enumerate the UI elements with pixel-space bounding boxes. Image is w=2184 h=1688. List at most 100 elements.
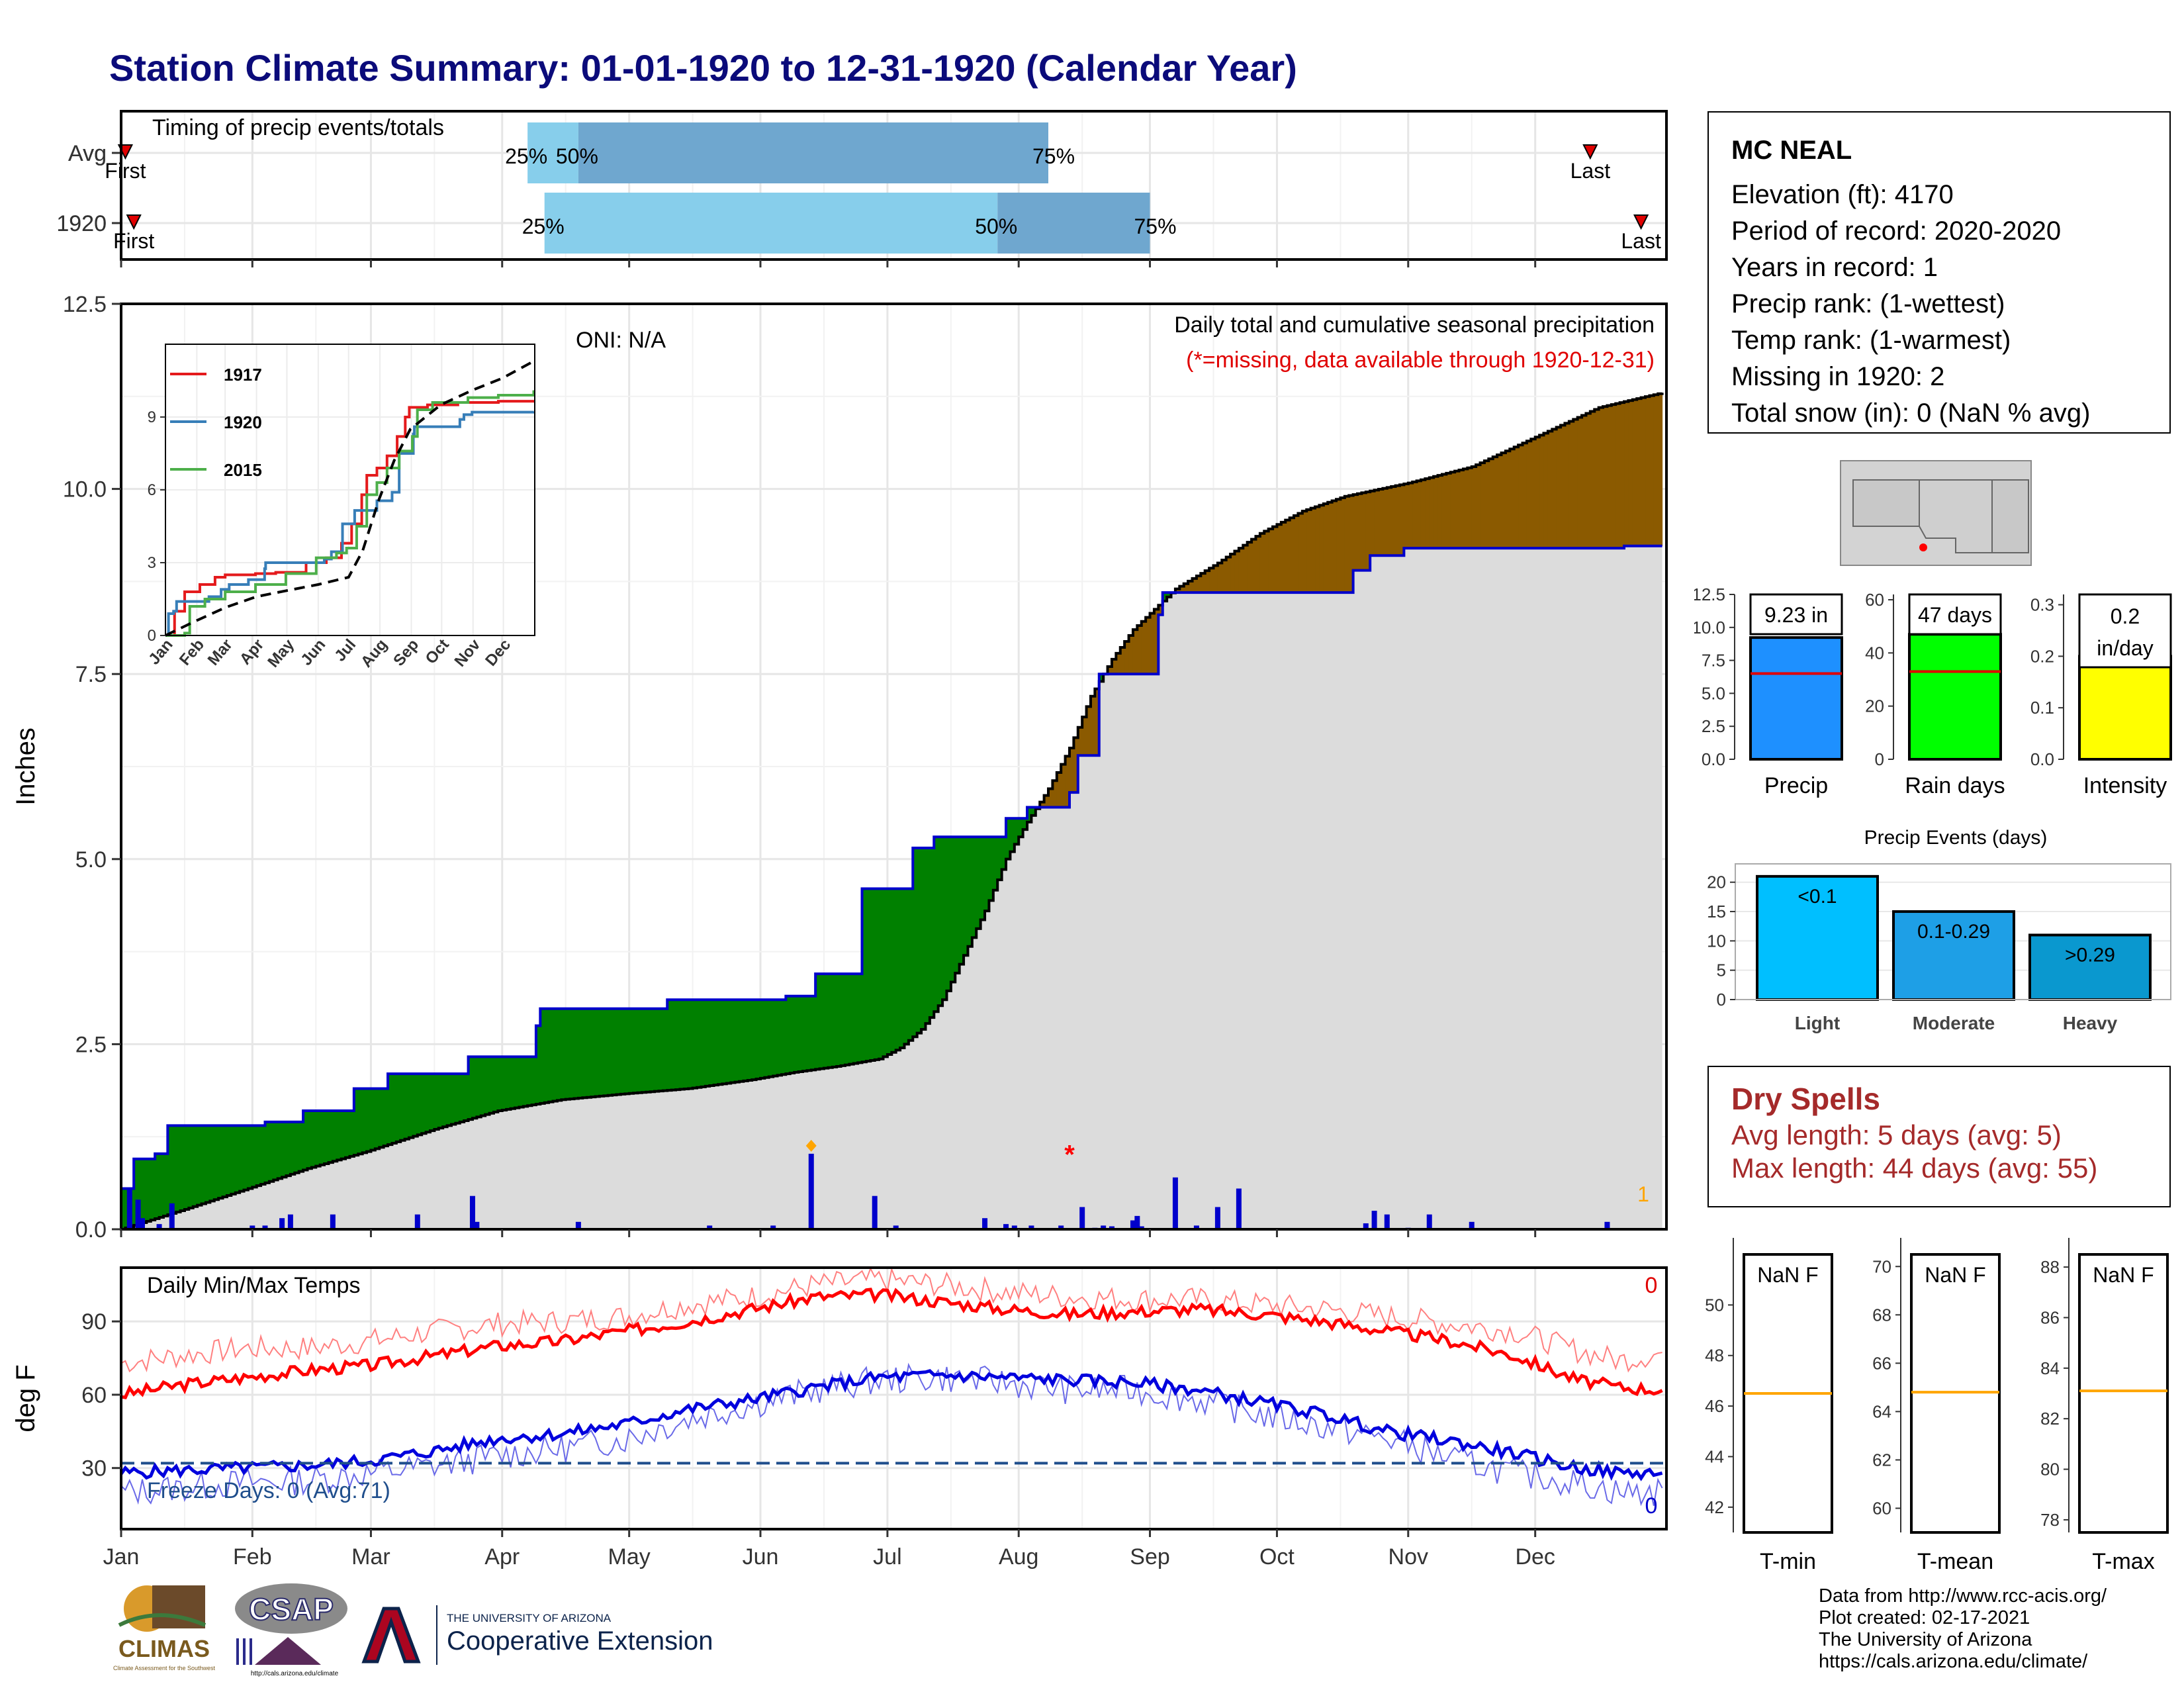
above-normal-fill xyxy=(655,1008,659,1092)
above-normal-fill xyxy=(739,1000,744,1082)
y-tick-label: 0.0 xyxy=(75,1217,107,1243)
below-normal-fill xyxy=(1446,473,1451,549)
below-normal-fill xyxy=(1404,483,1409,549)
below-normal-fill xyxy=(1357,493,1362,571)
above-normal-fill xyxy=(485,1056,490,1115)
above-normal-fill xyxy=(659,1008,664,1092)
timing-pct-label: 50% xyxy=(975,214,1017,238)
daily-precip-bar xyxy=(575,1221,581,1229)
above-normal-fill xyxy=(388,1074,392,1145)
station-years: Years in record: 1 xyxy=(1731,253,1938,282)
above-normal-fill xyxy=(633,1008,638,1094)
above-normal-fill xyxy=(934,837,939,1012)
above-normal-fill xyxy=(942,837,947,1000)
last-event-label: Last xyxy=(1570,159,1611,183)
above-normal-fill xyxy=(332,1111,338,1162)
inset-average-line xyxy=(165,359,535,637)
record-count-label: 1 xyxy=(1637,1182,1649,1206)
timing-pct-label: 75% xyxy=(1134,214,1177,238)
below-normal-fill xyxy=(1450,472,1455,549)
tmax-observed-line xyxy=(120,1266,1662,1373)
above-normal-fill xyxy=(510,1056,516,1109)
above-normal-fill xyxy=(570,1008,575,1100)
below-normal-fill xyxy=(1586,413,1591,549)
climas-wave-icon xyxy=(118,1613,206,1627)
event-bar-label: <0.1 xyxy=(1797,886,1837,908)
inset-y-tick-label: 9 xyxy=(148,408,156,426)
daily-precip-bar xyxy=(1079,1207,1085,1229)
below-normal-fill xyxy=(1095,688,1100,756)
above-normal-fill xyxy=(218,1125,224,1199)
y-tick-label: 68 xyxy=(1872,1305,1891,1325)
above-normal-fill xyxy=(565,1008,570,1100)
above-normal-fill xyxy=(773,1000,778,1076)
below-normal-fill xyxy=(1340,498,1345,593)
above-normal-fill xyxy=(252,1125,257,1188)
y-tick-label: 0 xyxy=(1717,990,1726,1009)
above-normal-fill xyxy=(752,1000,757,1080)
above-normal-fill xyxy=(214,1125,219,1200)
above-normal-fill xyxy=(544,1008,549,1103)
below-normal-fill xyxy=(1061,764,1066,808)
above-normal-fill xyxy=(950,837,956,982)
daily-precip-bar xyxy=(982,1218,988,1229)
above-normal-fill xyxy=(527,1056,533,1106)
above-normal-fill xyxy=(862,888,867,1062)
above-normal-fill xyxy=(823,974,829,1068)
summary-category-label: Intensity xyxy=(2083,773,2167,798)
below-normal-fill xyxy=(1645,397,1650,546)
below-normal-fill xyxy=(1120,647,1125,675)
above-normal-fill xyxy=(989,837,994,901)
above-normal-fill xyxy=(447,1074,452,1126)
below-normal-fill xyxy=(1561,425,1565,549)
below-normal-fill xyxy=(1319,505,1324,593)
y-tick-label: 78 xyxy=(2040,1510,2060,1530)
above-normal-fill xyxy=(193,1125,198,1207)
above-normal-fill xyxy=(244,1125,249,1190)
daily-precip-bar xyxy=(1134,1215,1140,1229)
above-normal-fill xyxy=(303,1111,308,1170)
above-normal-fill xyxy=(747,1000,752,1080)
daily-precip-bar xyxy=(1384,1214,1390,1229)
below-normal-fill xyxy=(1603,406,1608,549)
above-normal-fill xyxy=(493,1056,498,1112)
above-normal-fill xyxy=(764,1000,770,1078)
above-normal-fill xyxy=(1010,818,1015,852)
y-tick-label: 5 xyxy=(1717,961,1726,980)
y-tick-label: 60 xyxy=(1872,1498,1891,1518)
above-normal-fill xyxy=(819,974,825,1069)
below-normal-fill xyxy=(1154,609,1159,675)
above-normal-fill xyxy=(883,888,888,1057)
above-normal-fill xyxy=(438,1074,443,1129)
below-normal-fill xyxy=(1611,404,1616,549)
above-normal-fill xyxy=(1006,818,1011,859)
above-normal-fill xyxy=(688,1000,694,1089)
below-normal-fill xyxy=(1590,411,1595,549)
above-normal-fill xyxy=(328,1111,334,1163)
below-normal-fill xyxy=(1196,576,1201,593)
below-normal-fill xyxy=(1607,405,1612,549)
below-normal-fill xyxy=(1619,402,1625,549)
x-tick-label: Jul xyxy=(873,1544,901,1570)
y-tick-label: 50 xyxy=(1705,1295,1724,1315)
y-tick-label: 40 xyxy=(1865,643,1884,663)
below-normal-fill xyxy=(1374,490,1379,556)
below-normal-fill xyxy=(1552,429,1557,549)
daily-precip-bar xyxy=(1426,1214,1432,1229)
below-normal-fill xyxy=(1310,508,1316,593)
above-normal-fill xyxy=(163,1153,168,1217)
above-normal-fill xyxy=(205,1125,210,1203)
below-normal-fill xyxy=(1471,467,1477,549)
event-bar-heavy xyxy=(2028,933,2152,1001)
above-normal-fill xyxy=(222,1125,228,1197)
above-normal-fill xyxy=(201,1125,206,1204)
above-normal-fill xyxy=(422,1074,427,1134)
above-normal-fill xyxy=(1027,807,1032,822)
tmin-count-label: 0 xyxy=(1645,1493,1658,1519)
inset-legend-label: 1917 xyxy=(224,365,262,385)
below-normal-fill xyxy=(1073,737,1079,793)
last-event-label: Last xyxy=(1621,229,1661,253)
above-normal-fill xyxy=(371,1088,376,1150)
y-axis-label: Inches xyxy=(11,727,40,806)
below-normal-fill xyxy=(1048,788,1053,808)
